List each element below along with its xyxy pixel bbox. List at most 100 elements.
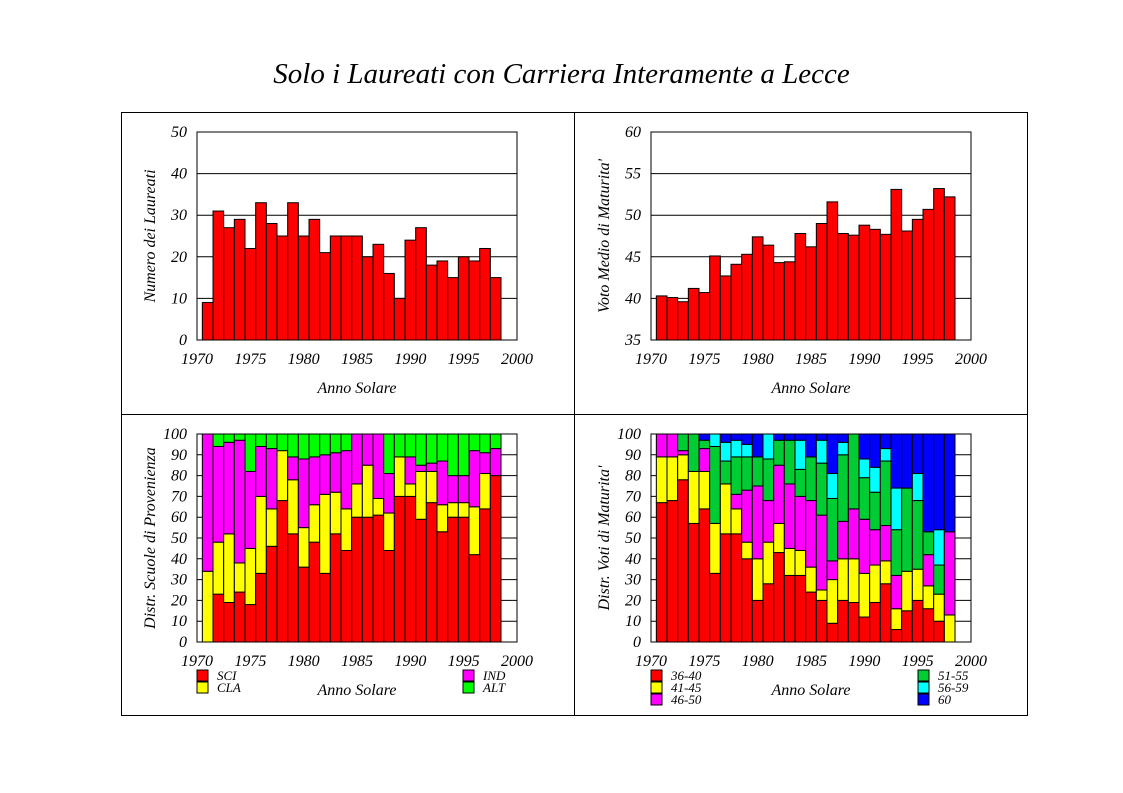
bar-segment xyxy=(751,558,764,601)
x-tick-label: 1990 xyxy=(848,351,880,368)
bar-segment xyxy=(741,489,753,543)
y-tick-label: 20 xyxy=(625,592,641,609)
x-tick-label: 1975 xyxy=(234,351,266,368)
x-tick-label: 1985 xyxy=(341,653,373,670)
legend-school-swatch xyxy=(196,681,209,694)
y-tick-label: 60 xyxy=(625,509,641,526)
bar-segment xyxy=(890,608,903,631)
legend-grade-label: 36-40 xyxy=(670,668,702,683)
bar xyxy=(901,230,913,341)
bar xyxy=(837,233,849,341)
bar xyxy=(730,263,743,341)
bar-segment xyxy=(212,433,225,447)
bar xyxy=(783,261,796,341)
bar-segment xyxy=(479,433,491,454)
bar xyxy=(751,236,764,341)
bar-segment xyxy=(901,610,913,643)
x-tick-label: 2000 xyxy=(955,351,987,368)
bar xyxy=(425,264,438,341)
bar-segment xyxy=(773,522,785,554)
bar-segment xyxy=(719,433,732,443)
bar-segment xyxy=(212,541,225,595)
x-tick-label: 1985 xyxy=(795,653,827,670)
bar-segment xyxy=(340,433,353,452)
bar-segment xyxy=(933,564,945,595)
y-tick-label: 40 xyxy=(625,551,641,568)
bar-segment xyxy=(709,522,721,574)
x-tick-label: 1985 xyxy=(341,351,373,368)
plot-frame xyxy=(650,433,972,643)
bar xyxy=(329,235,342,341)
bar-segment xyxy=(911,568,924,601)
legend-grade-swatch xyxy=(917,669,930,682)
bar-segment xyxy=(666,433,679,458)
x-tick-label: 1985 xyxy=(795,351,827,368)
bar-segment xyxy=(255,433,267,447)
y-tick-label: 40 xyxy=(171,166,187,183)
bar-segment xyxy=(666,500,679,643)
bar-segment xyxy=(297,566,310,643)
bar xyxy=(319,252,331,341)
bar xyxy=(372,243,385,341)
bar-segment xyxy=(468,506,481,556)
bar-segment xyxy=(201,570,214,643)
bar-segment xyxy=(233,591,246,643)
bar-segment xyxy=(223,533,235,603)
bar-segment xyxy=(762,458,775,502)
bar-segment xyxy=(351,483,363,518)
y-tick-label: 20 xyxy=(171,592,187,609)
bar-segment xyxy=(890,529,903,576)
y-tick-label: 50 xyxy=(171,530,187,547)
bar-segment xyxy=(847,558,860,603)
bar xyxy=(468,260,481,341)
bar-segment xyxy=(762,433,775,460)
bar-segment xyxy=(457,433,470,477)
y-tick-label: 50 xyxy=(625,530,641,547)
bar-segment xyxy=(751,485,764,560)
y-axis-label: Voto Medio di Maturita' xyxy=(596,158,613,313)
y-tick-label: 70 xyxy=(625,488,641,505)
bar-segment xyxy=(393,433,406,458)
y-tick-label: 0 xyxy=(179,332,187,349)
bar xyxy=(869,228,881,341)
bar-segment xyxy=(719,441,732,462)
bar-segment xyxy=(933,620,945,643)
bar xyxy=(223,227,235,341)
bar-segment xyxy=(351,433,363,485)
bar xyxy=(383,272,395,341)
bar-segment xyxy=(826,622,839,643)
bar-segment xyxy=(815,599,828,643)
y-tick-label: 30 xyxy=(170,572,187,589)
x-tick-label: 1990 xyxy=(394,351,426,368)
bar-segment xyxy=(287,479,299,535)
bar-segment xyxy=(383,433,395,475)
bar-segment xyxy=(815,433,828,441)
bar-segment xyxy=(869,564,881,603)
bar-segment xyxy=(869,601,881,643)
bar-segment xyxy=(340,508,353,551)
bar xyxy=(489,277,502,341)
bar-segment xyxy=(911,473,924,502)
legend-grade-label: 51-55 xyxy=(938,668,969,683)
y-tick-label: 30 xyxy=(170,207,187,224)
bar-segment xyxy=(890,487,903,531)
chart-2 xyxy=(650,131,972,341)
bar-segment xyxy=(730,456,743,495)
bar-segment xyxy=(687,433,700,472)
bar-segment xyxy=(847,601,860,643)
bar-segment xyxy=(677,450,689,456)
bar-segment xyxy=(741,558,753,643)
x-tick-label: 1970 xyxy=(635,653,667,670)
bar-segment xyxy=(762,500,775,543)
x-tick-label: 1970 xyxy=(181,351,213,368)
bar-segment xyxy=(922,554,935,587)
plot-frame xyxy=(196,433,518,643)
bar-segment xyxy=(468,450,481,508)
bar-segment xyxy=(879,560,892,585)
x-tick-label: 1980 xyxy=(742,351,774,368)
y-tick-label: 50 xyxy=(625,207,641,224)
bar xyxy=(457,256,470,341)
bar-segment xyxy=(815,589,828,601)
bar-segment xyxy=(383,549,395,643)
bar-segment xyxy=(858,477,871,520)
